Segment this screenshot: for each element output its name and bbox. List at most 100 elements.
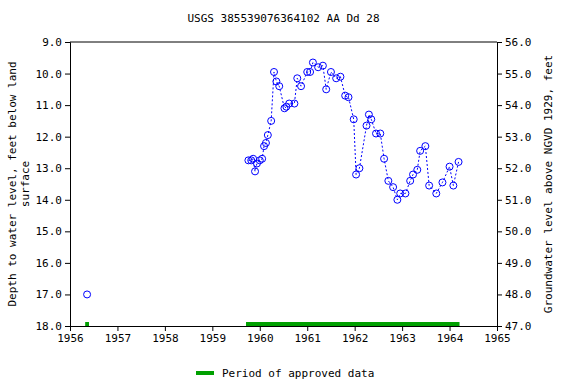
data-point (319, 62, 326, 69)
axis: 1956 1957 1958 1959 1960 1961 1962 1963 1964 1965 (57, 326, 511, 345)
legend-label: Period of approved data (222, 367, 374, 380)
data-point (276, 83, 283, 90)
tick-mark (117, 326, 118, 331)
tick-label: 11.0 (36, 99, 63, 112)
data-point (455, 158, 462, 165)
tick: 18.0 (36, 320, 71, 333)
tick-label: 47.0 (505, 320, 532, 333)
data-point (84, 291, 91, 298)
tick: 50.0 (497, 225, 532, 238)
data-point (377, 130, 384, 137)
data-point (410, 171, 417, 178)
data-point (390, 184, 397, 191)
tick-mark (497, 326, 502, 327)
tick-label: 1959 (200, 332, 227, 345)
tick-label: 18.0 (36, 320, 63, 333)
data-point (323, 86, 330, 93)
axis: 9.0 10.0 11.0 12.0 13.0 14.0 15.0 16.0 17.0 18.0 (36, 36, 71, 333)
axis-line (498, 43, 503, 327)
axis-line (65, 43, 71, 327)
data-point (450, 182, 457, 189)
tick: 13.0 (36, 162, 71, 175)
tick-mark (450, 326, 451, 331)
data-point (327, 68, 334, 75)
data-point (256, 157, 263, 164)
tick-label: 1965 (484, 332, 511, 345)
tick: 55.0 (497, 68, 532, 81)
approved-period (246, 322, 460, 326)
tick-label: 16.0 (36, 257, 63, 270)
data-point (315, 64, 322, 71)
series-line (87, 63, 458, 295)
y-axis-title-line: Depth to water level, feet below land (6, 61, 19, 306)
data-point (337, 73, 344, 80)
data-point (414, 166, 421, 173)
tick-mark (497, 294, 502, 295)
tick-mark (355, 326, 356, 331)
tick: 1962 (342, 326, 369, 345)
tick-mark (212, 326, 213, 331)
legend: Period of approved data (196, 367, 374, 380)
tick-mark (497, 200, 502, 201)
tick-mark (65, 74, 70, 75)
tick: 48.0 (497, 288, 532, 301)
tick-label: 48.0 (505, 288, 532, 301)
tick-mark (65, 168, 70, 169)
y-axis-title-line: surface (19, 161, 32, 207)
tick-mark (65, 263, 70, 264)
tick-label: 55.0 (505, 68, 532, 81)
data-point (439, 179, 446, 186)
data-point (381, 155, 388, 162)
tick-label: 1964 (437, 332, 464, 345)
data-point (356, 165, 363, 172)
data-point (422, 143, 429, 150)
data-point (259, 155, 266, 162)
tick: 14.0 (36, 194, 71, 207)
tick-label: 13.0 (36, 162, 63, 175)
data-point (426, 182, 433, 189)
data-point (264, 132, 271, 139)
tick-mark (65, 42, 70, 43)
y2-axis-title: Groundwater level above NGVD 1929, feet (542, 55, 555, 313)
tick: 51.0 (497, 194, 532, 207)
tick: 1963 (389, 326, 416, 345)
tick-label: 54.0 (505, 99, 532, 112)
tick-label: 17.0 (36, 288, 63, 301)
tick-mark (497, 105, 502, 106)
tick: 1958 (152, 326, 179, 345)
axis: 47.0 48.0 49.0 50.0 51.0 52.0 53.0 54.0 55.0 56.0 (497, 36, 532, 333)
tick-label: 52.0 (505, 162, 532, 175)
tick-mark (307, 326, 308, 331)
data-point (333, 75, 340, 82)
tick: 54.0 (497, 99, 532, 112)
plot-data (84, 59, 462, 324)
data-point (291, 100, 298, 107)
tick-label: 14.0 (36, 194, 63, 207)
data-point (262, 139, 269, 146)
tick: 49.0 (497, 257, 532, 270)
tick: 9.0 (42, 36, 70, 49)
tick: 1960 (247, 326, 274, 345)
data-point (402, 190, 409, 197)
tick-label: 1961 (294, 332, 321, 345)
tick-mark (65, 231, 70, 232)
tick-label: 10.0 (36, 68, 63, 81)
data-point (363, 122, 370, 129)
tick: 1964 (437, 326, 464, 345)
tick: 47.0 (497, 320, 532, 333)
tick-mark (497, 263, 502, 264)
tick-mark (497, 74, 502, 75)
legend-swatch (196, 371, 214, 375)
axis-line (71, 327, 498, 332)
tick-label: 12.0 (36, 131, 63, 144)
tick-label: 56.0 (505, 36, 532, 49)
tick-label: 1957 (105, 332, 132, 345)
tick-label: 53.0 (505, 131, 532, 144)
data-point (250, 155, 257, 162)
tick-label: 51.0 (505, 194, 532, 207)
tick-label: 15.0 (36, 225, 63, 238)
tick-label: 1956 (57, 332, 84, 345)
y-axis-title: Depth to water level, feet below landsur… (6, 61, 32, 306)
data-point (307, 68, 314, 75)
tick-label: 49.0 (505, 257, 532, 270)
